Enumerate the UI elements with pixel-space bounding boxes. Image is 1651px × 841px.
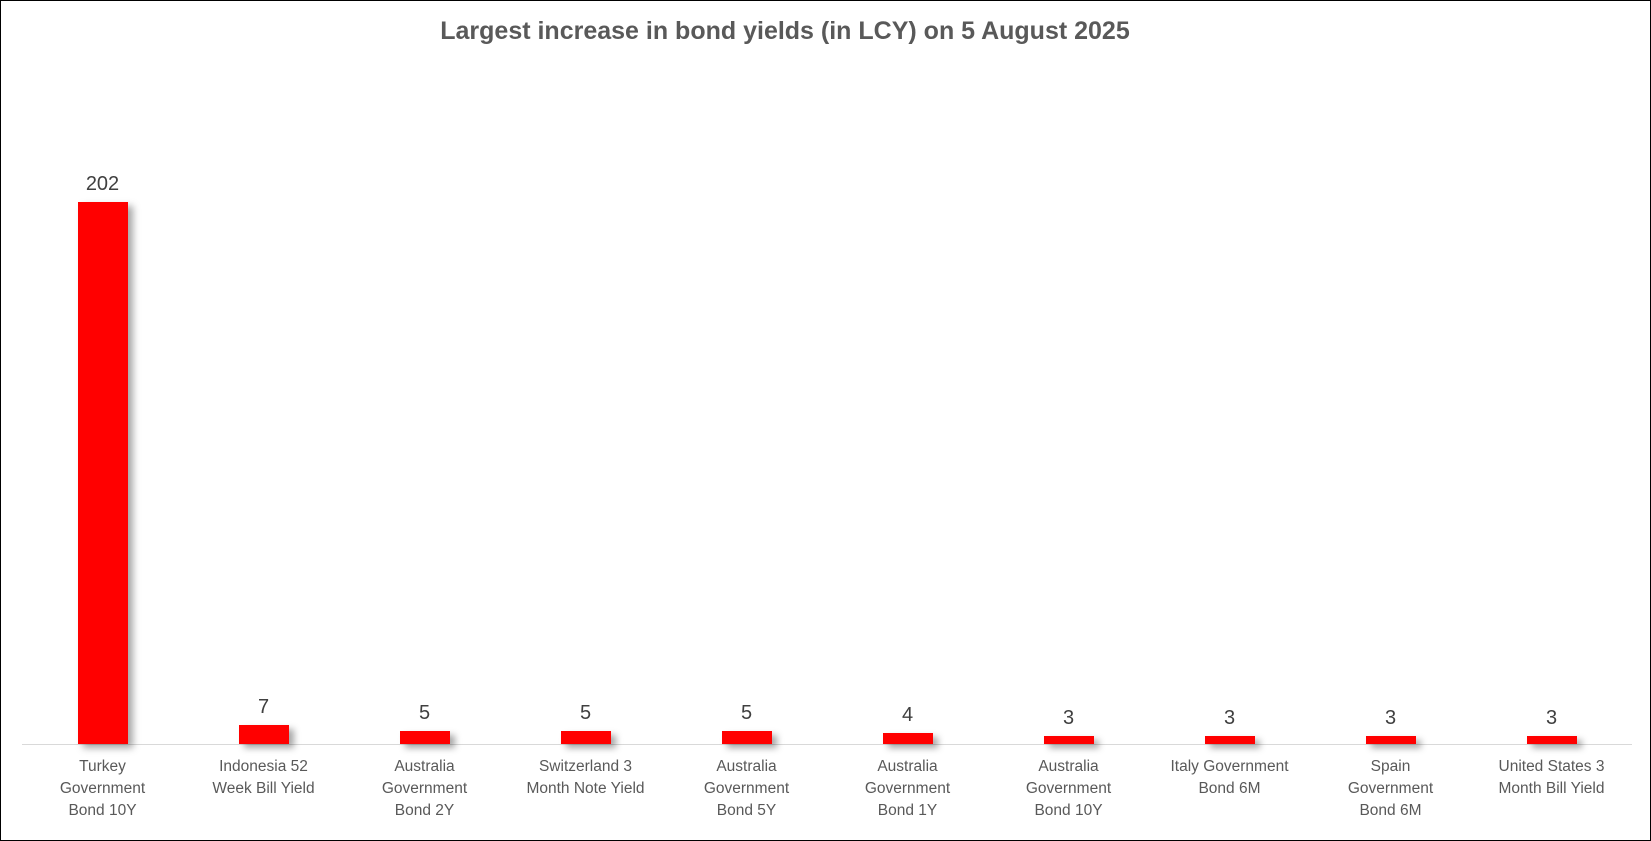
bar-column: 3: [1471, 1, 1632, 744]
category-label-line: Bond 2Y: [394, 802, 455, 819]
bar: [1043, 736, 1094, 744]
category-label-line: Government: [1025, 780, 1112, 797]
bar: [77, 202, 128, 744]
category-label-line: Bond 6M: [1198, 780, 1261, 797]
category-label-line: Australia: [877, 758, 938, 775]
category-label-line: Bond 6M: [1359, 802, 1422, 819]
category-label-line: Government: [1347, 780, 1434, 797]
bar: [560, 731, 611, 744]
bar-value-label: 7: [257, 696, 270, 718]
category-label-line: Bond 10Y: [68, 802, 137, 819]
category-label-line: Turkey: [79, 758, 126, 775]
bar: [721, 731, 772, 744]
bar-column: 202: [22, 1, 183, 744]
chart-title: Largest increase in bond yields (in LCY)…: [440, 17, 1130, 45]
category-label: Indonesia 52 Week Bill Yield: [183, 756, 344, 800]
bar-column: 3: [988, 1, 1149, 744]
category-label-line: Italy Government: [1170, 758, 1289, 775]
bar-value-label: 5: [740, 702, 753, 724]
category-label-line: Australia: [394, 758, 455, 775]
category-label-line: Government: [703, 780, 790, 797]
bar-column: 7: [183, 1, 344, 744]
bar-value-label: 3: [1384, 707, 1397, 729]
bar: [1365, 736, 1416, 744]
bar-column: 3: [1149, 1, 1310, 744]
bar: [399, 731, 450, 744]
category-label-line: Week Bill Yield: [212, 780, 315, 797]
category-label: Australia Government Bond 1Y: [827, 756, 988, 822]
category-label: Australia Government Bond 5Y: [666, 756, 827, 822]
category-label: Australia Government Bond 2Y: [344, 756, 505, 822]
bar-value-label: 5: [418, 702, 431, 724]
category-label-line: Bond 1Y: [877, 802, 938, 819]
category-label: Australia Government Bond 10Y: [988, 756, 1149, 822]
bar-value-label: 3: [1062, 707, 1075, 729]
bar: [238, 725, 289, 744]
bar-column: 4: [827, 1, 988, 744]
category-label-line: Month Note Yield: [526, 780, 645, 797]
bar-value-label: 4: [901, 704, 914, 726]
category-label-line: United States 3: [1498, 758, 1605, 775]
category-label-line: Government: [59, 780, 146, 797]
bar-value-label: 3: [1545, 707, 1558, 729]
category-label-line: Australia: [1038, 758, 1099, 775]
category-label: Switzerland 3 Month Note Yield: [505, 756, 666, 800]
category-label: United States 3 Month Bill Yield: [1471, 756, 1632, 800]
category-label: Turkey Government Bond 10Y: [22, 756, 183, 822]
category-label-line: Government: [864, 780, 951, 797]
category-label: Spain Government Bond 6M: [1310, 756, 1471, 822]
bar-column: 5: [344, 1, 505, 744]
category-label-line: Spain: [1370, 758, 1411, 775]
bar: [1526, 736, 1577, 744]
category-label-line: Government: [381, 780, 468, 797]
bar-column: 5: [666, 1, 827, 744]
category-label: Italy Government Bond 6M: [1149, 756, 1310, 800]
category-label-line: Bond 5Y: [716, 802, 777, 819]
x-axis-line: [22, 744, 1632, 745]
bar-value-label: 5: [579, 702, 592, 724]
category-label-line: Bond 10Y: [1034, 802, 1103, 819]
category-label-line: Month Bill Yield: [1498, 780, 1605, 797]
bar-column: 3: [1310, 1, 1471, 744]
bar: [882, 733, 933, 744]
bar-column: 5: [505, 1, 666, 744]
category-label-line: Switzerland 3: [538, 758, 633, 775]
category-label-line: Indonesia 52: [219, 758, 308, 775]
category-label-line: Australia: [716, 758, 777, 775]
bar-value-label: 202: [85, 173, 120, 195]
bar-value-label: 3: [1223, 707, 1236, 729]
bar: [1204, 736, 1255, 744]
